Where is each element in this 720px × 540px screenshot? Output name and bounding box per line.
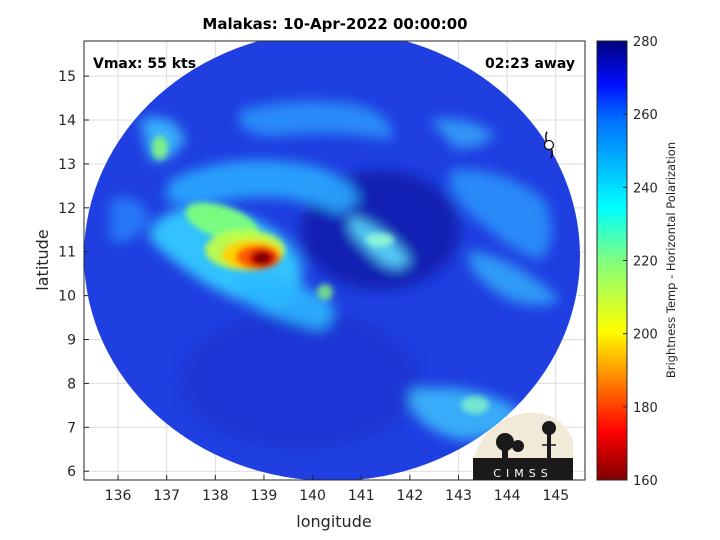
x-tick-label: 137 — [153, 488, 180, 504]
y-tick-label: 12 — [58, 201, 76, 217]
colorbar-tick-label: 240 — [633, 181, 658, 196]
x-tick-label: 139 — [251, 488, 278, 504]
logo-text: CIMSS — [493, 467, 552, 480]
x-axis-ticks: 136 137 138 139 140 141 142 143 144 145 — [105, 475, 569, 504]
y-axis-ticks: 6 7 8 9 10 11 12 13 14 15 — [58, 69, 89, 480]
y-tick-label: 7 — [67, 420, 76, 436]
plot-title: Malakas: 10-Apr-2022 00:00:00 — [202, 15, 467, 33]
y-tick-label: 9 — [67, 333, 76, 349]
x-tick-label: 136 — [105, 488, 132, 504]
time-away-annotation: 02:23 away — [485, 56, 575, 72]
colorbar-tick-label: 280 — [633, 35, 658, 50]
y-tick-label: 10 — [58, 289, 76, 305]
y-tick-label: 15 — [58, 69, 76, 85]
x-tick-label: 145 — [542, 488, 569, 504]
y-tick-label: 11 — [58, 245, 76, 261]
axes-frame — [83, 40, 586, 481]
brightness-temperature-swath — [84, 41, 580, 480]
colorbar — [596, 40, 628, 481]
cimss-logo-icon — [473, 412, 573, 480]
colorbar-tick-label: 180 — [633, 401, 658, 416]
x-tick-label: 142 — [397, 488, 424, 504]
x-tick-label: 143 — [445, 488, 472, 504]
x-tick-label: 140 — [299, 488, 326, 504]
colorbar-label: Brightness Temp - Horizontal Polarizatio… — [664, 142, 678, 378]
y-axis-label: latitude — [33, 229, 52, 290]
colorbar-tick-label: 200 — [633, 328, 658, 343]
hurricane-symbol-icon — [543, 131, 555, 159]
y-tick-label: 13 — [58, 157, 76, 173]
colorbar-ticks: 160 180 200 220 240 260 280 — [623, 35, 658, 489]
x-tick-label: 141 — [348, 488, 375, 504]
colorbar-tick-label: 220 — [633, 255, 658, 270]
colorbar-tick-label: 260 — [633, 108, 658, 123]
x-tick-label: 144 — [494, 488, 521, 504]
x-axis-label: longitude — [296, 512, 371, 531]
y-tick-label: 14 — [58, 113, 76, 129]
y-tick-label: 8 — [67, 376, 76, 392]
vmax-annotation: Vmax: 55 kts — [93, 56, 196, 72]
colorbar-tick-label: 160 — [633, 474, 658, 489]
x-tick-label: 138 — [202, 488, 229, 504]
y-tick-label: 6 — [67, 464, 76, 480]
